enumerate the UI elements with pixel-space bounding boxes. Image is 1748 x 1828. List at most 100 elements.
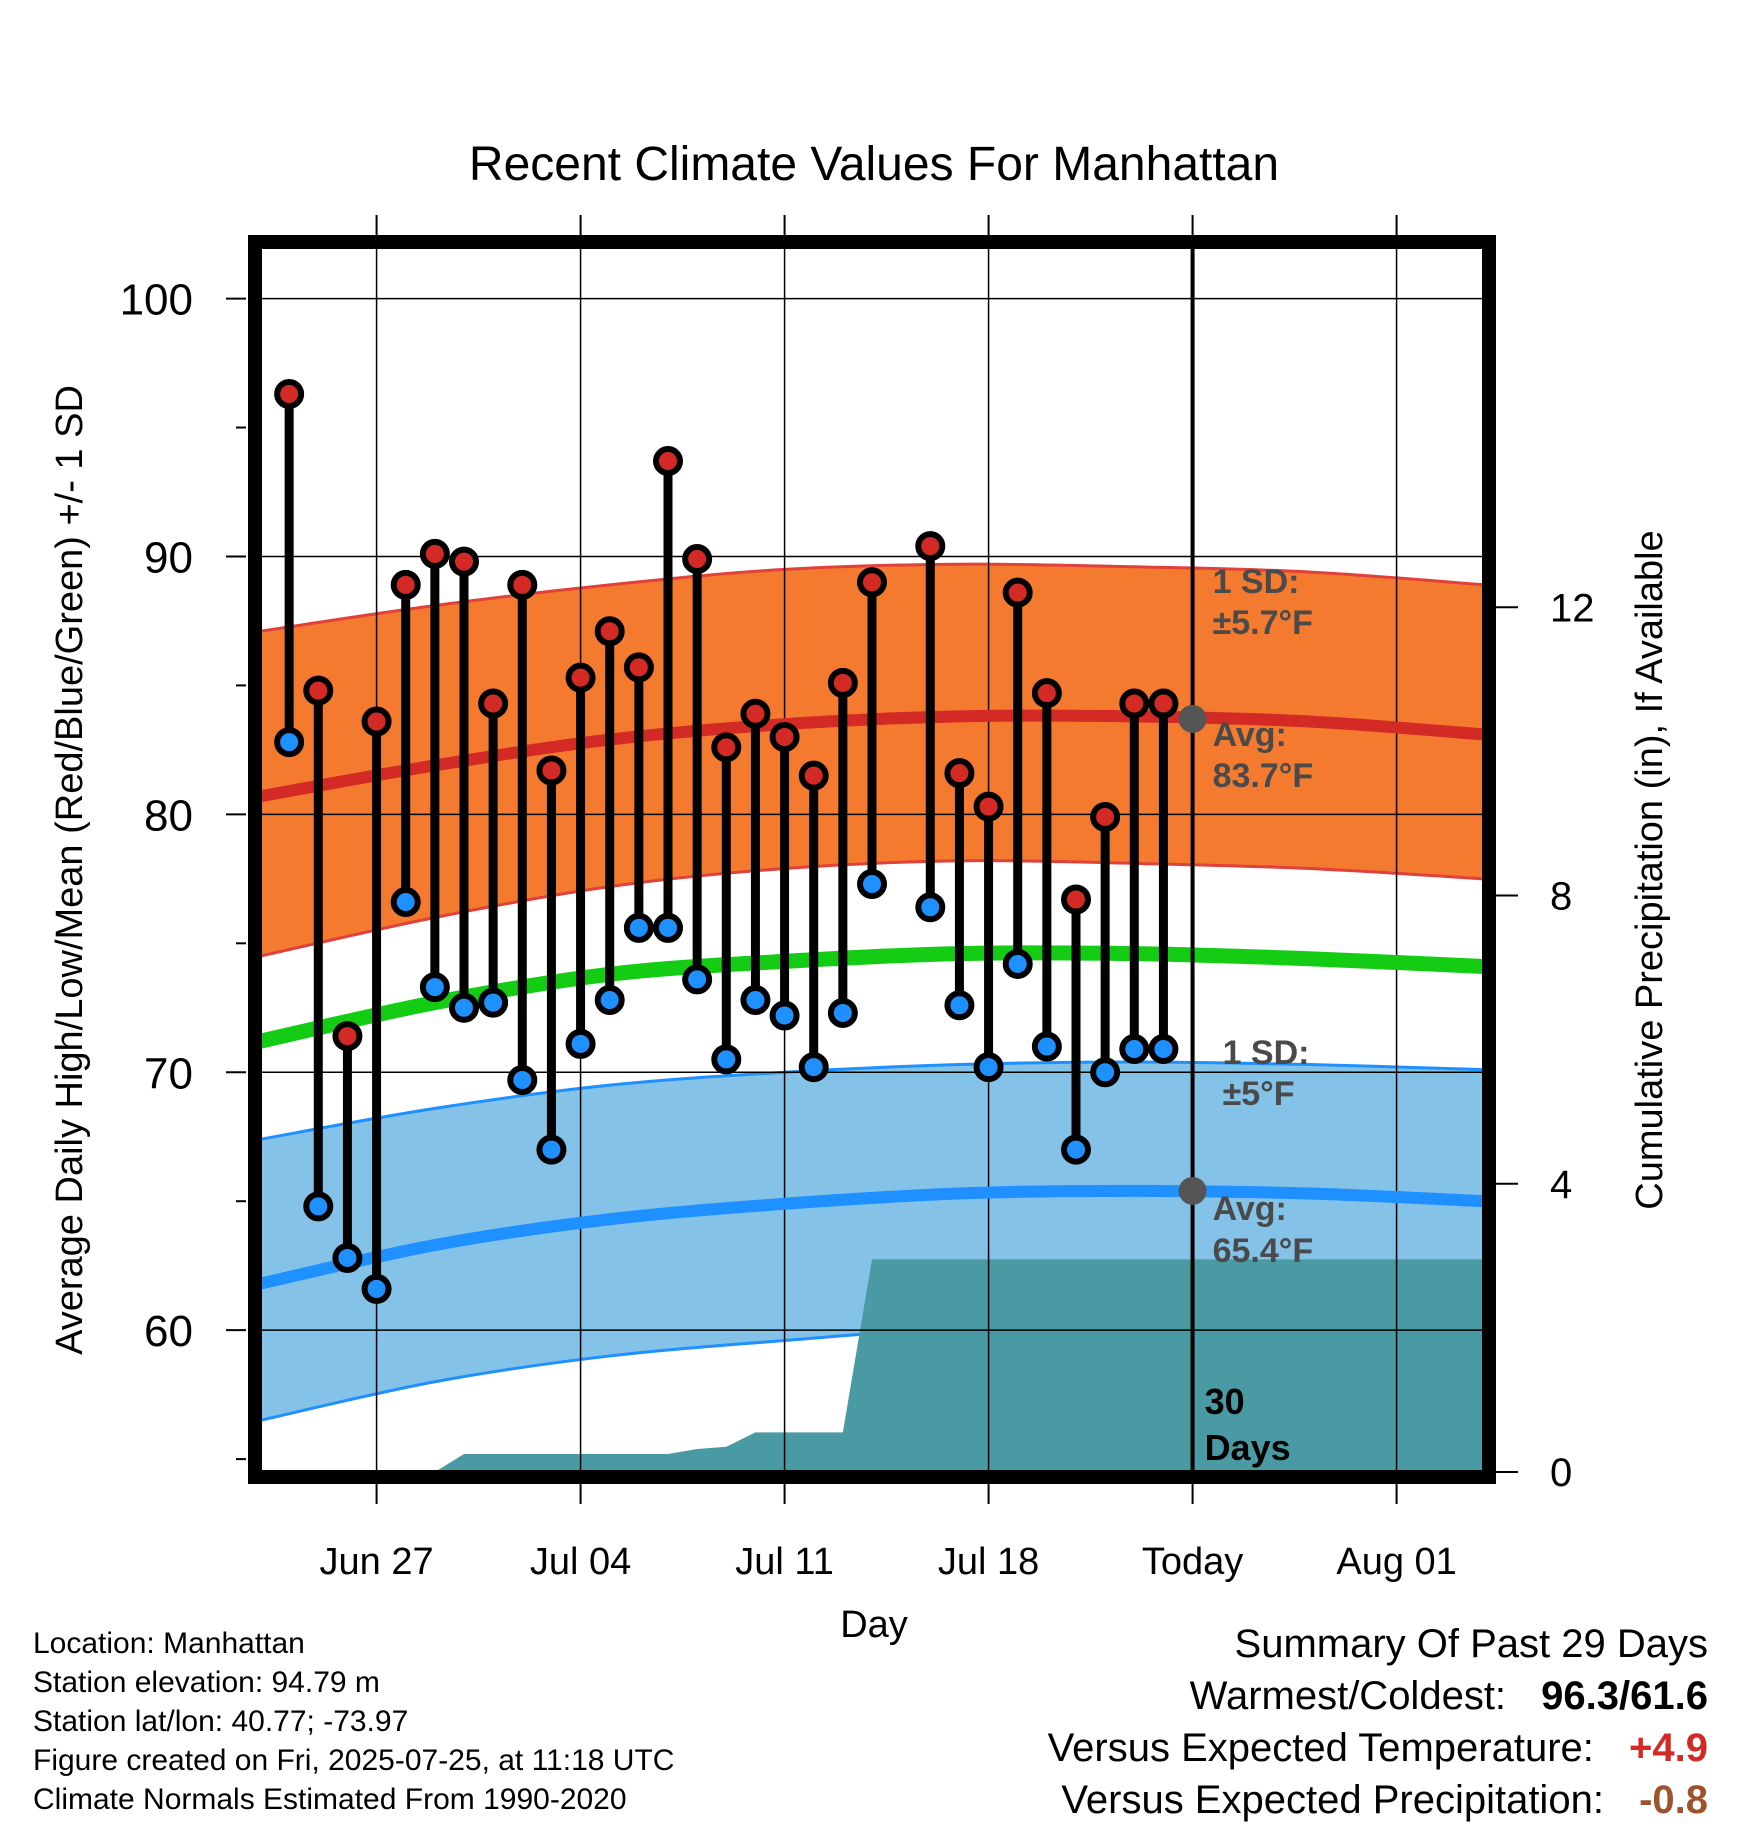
high-temp-point xyxy=(1093,805,1117,829)
y-tick-label: 80 xyxy=(144,791,193,840)
low-temp-point xyxy=(510,1068,534,1092)
high-temp-point xyxy=(1035,681,1059,705)
high-temp-point xyxy=(569,666,593,690)
low-avg-value: 65.4°F xyxy=(1213,1232,1314,1270)
y2-tick-label: 12 xyxy=(1550,586,1595,630)
high-sd-label: 1 SD: xyxy=(1213,563,1300,601)
high-temp-point xyxy=(947,761,971,785)
high-temp-point xyxy=(306,679,330,703)
summary-panel: Summary Of Past 29 Days Warmest/Coldest:… xyxy=(1048,1618,1708,1826)
temp-value: +4.9 xyxy=(1629,1722,1708,1774)
x-tick-label: Jul 04 xyxy=(530,1541,631,1583)
high-temp-point xyxy=(714,735,738,759)
high-temp-point xyxy=(1122,691,1146,715)
low-temp-point xyxy=(802,1055,826,1079)
y-axis-label: Average Daily High/Low/Mean (Red/Blue/Gr… xyxy=(49,385,91,1355)
high-temp-point xyxy=(977,795,1001,819)
high-avg-label: Avg: xyxy=(1213,716,1287,754)
low-temp-point xyxy=(860,872,884,896)
low-temp-point xyxy=(656,916,680,940)
low-temp-point xyxy=(947,993,971,1017)
low-avg-label: Avg: xyxy=(1213,1190,1287,1228)
high-temp-point xyxy=(510,573,534,597)
x-axis-label: Day xyxy=(840,1604,908,1646)
low-temp-point xyxy=(627,916,651,940)
high-temp-point xyxy=(1006,581,1030,605)
x-tick-label: Jun 27 xyxy=(320,1541,434,1583)
temp-row: Versus Expected Temperature: +4.9 xyxy=(1048,1722,1708,1774)
normals-text: Climate Normals Estimated From 1990-2020 xyxy=(33,1780,674,1819)
low-temp-point xyxy=(335,1246,359,1270)
high-avg-value: 83.7°F xyxy=(1213,757,1314,795)
high-temp-point xyxy=(1151,691,1175,715)
chart-title: Recent Climate Values For Manhattan xyxy=(469,138,1279,191)
x-tick-label: Today xyxy=(1142,1541,1243,1583)
low-temp-point xyxy=(598,988,622,1012)
created-text: Figure created on Fri, 2025-07-25, at 11… xyxy=(33,1741,674,1780)
low-temp-point xyxy=(569,1032,593,1056)
low-sd-label: 1 SD: xyxy=(1223,1034,1310,1072)
low-temp-point xyxy=(918,895,942,919)
days-count: 30 xyxy=(1205,1381,1245,1422)
y2-tick-label: 0 xyxy=(1550,1451,1572,1495)
low-temp-point xyxy=(1064,1138,1088,1162)
warm-cold-value: 96.3/61.6 xyxy=(1541,1670,1708,1722)
low-temp-point xyxy=(452,996,476,1020)
high-temp-point xyxy=(860,570,884,594)
precip-value: -0.8 xyxy=(1639,1774,1708,1826)
precip-row: Versus Expected Precipitation: -0.8 xyxy=(1048,1774,1708,1826)
high-temp-point xyxy=(598,619,622,643)
precip-label: Versus Expected Precipitation: xyxy=(1061,1778,1604,1822)
low-temp-point xyxy=(1151,1037,1175,1061)
warm-cold-label: Warmest/Coldest: xyxy=(1190,1674,1506,1718)
low-temp-point xyxy=(1006,952,1030,976)
high-temp-point xyxy=(685,547,709,571)
high-temp-point xyxy=(394,573,418,597)
low-temp-point xyxy=(394,890,418,914)
days-label: Days xyxy=(1205,1427,1291,1468)
y2-tick-label: 4 xyxy=(1550,1163,1572,1207)
low-temp-point xyxy=(539,1138,563,1162)
high-temp-point xyxy=(773,725,797,749)
high-temp-point xyxy=(365,710,389,734)
y-tick-label: 90 xyxy=(144,533,193,582)
low-temp-point xyxy=(1093,1060,1117,1084)
low-temp-point xyxy=(773,1004,797,1028)
high-temp-point xyxy=(277,382,301,406)
x-tick-label: Jul 11 xyxy=(735,1541,834,1583)
low-temp-point xyxy=(685,967,709,991)
y-tick-label: 60 xyxy=(144,1307,193,1356)
low-temp-point xyxy=(1122,1037,1146,1061)
high-temp-point xyxy=(918,534,942,558)
x-tick-label: Aug 01 xyxy=(1336,1541,1456,1583)
climate-chart: Recent Climate Values For Manhattan 1 SD… xyxy=(0,0,1748,1828)
low-sd-value: ±5°F xyxy=(1223,1075,1295,1113)
high-temp-point xyxy=(452,550,476,574)
location-text: Location: Manhattan xyxy=(33,1624,674,1663)
y-tick-label: 100 xyxy=(120,276,193,325)
today-high-avg-marker xyxy=(1179,705,1207,733)
today-low-avg-marker xyxy=(1179,1177,1207,1205)
high-temp-point xyxy=(831,671,855,695)
low-temp-point xyxy=(743,988,767,1012)
x-tick-label: Jul 18 xyxy=(938,1541,1039,1583)
summary-title: Summary Of Past 29 Days xyxy=(1048,1618,1708,1670)
y2-axis-label: Cumulative Precipitation (in), If Availa… xyxy=(1629,530,1671,1209)
high-temp-point xyxy=(335,1024,359,1048)
high-temp-point xyxy=(1064,887,1088,911)
high-temp-point xyxy=(481,691,505,715)
low-temp-point xyxy=(1035,1034,1059,1058)
y-tick-label: 70 xyxy=(144,1049,193,1098)
low-temp-point xyxy=(277,730,301,754)
low-temp-point xyxy=(365,1277,389,1301)
y2-tick-label: 8 xyxy=(1550,875,1572,919)
high-temp-point xyxy=(539,759,563,783)
low-temp-point xyxy=(977,1055,1001,1079)
high-temp-point xyxy=(802,764,826,788)
high-sd-value: ±5.7°F xyxy=(1213,604,1313,642)
high-temp-point xyxy=(627,655,651,679)
elevation-text: Station elevation: 94.79 m xyxy=(33,1663,674,1702)
low-temp-point xyxy=(306,1194,330,1218)
low-temp-point xyxy=(481,991,505,1015)
low-temp-point xyxy=(831,1001,855,1025)
